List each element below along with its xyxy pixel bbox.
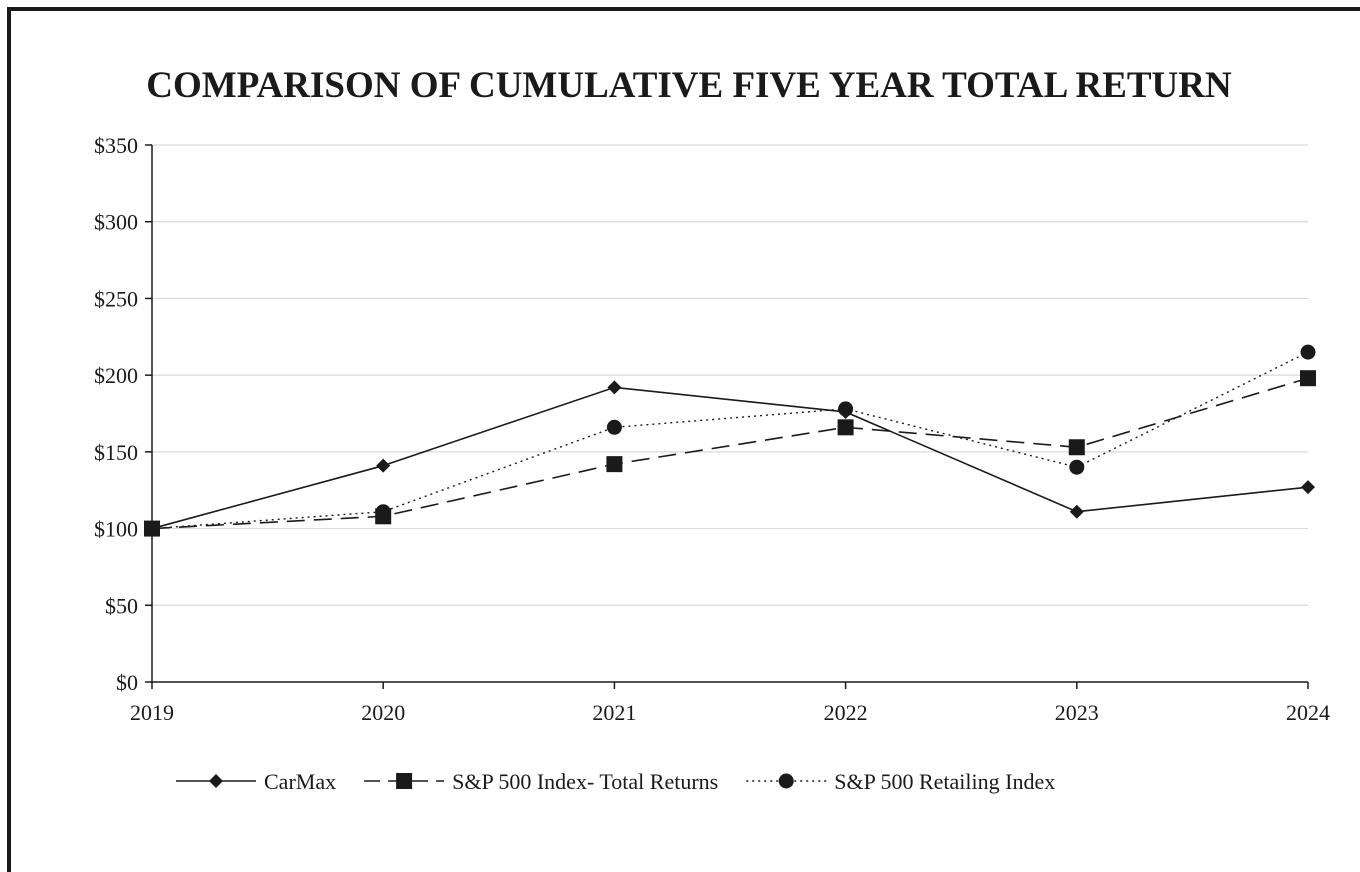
x-tick-label: 2023 [1055, 700, 1099, 725]
legend-marker-square [396, 773, 413, 789]
x-tick-label: 2020 [361, 700, 405, 725]
legend-marker-diamond [209, 774, 223, 788]
series-lines [144, 344, 1316, 537]
x-tick-label: 2024 [1286, 700, 1330, 725]
legend-item: S&P 500 Index- Total Returns [364, 769, 718, 794]
data-point-square [1068, 439, 1085, 456]
data-point-diamond [1069, 504, 1084, 519]
data-point-square [606, 456, 623, 473]
legend: CarMax S&P 500 Index- Total Returns S&P 50… [176, 769, 1055, 794]
legend-item: CarMax [176, 769, 336, 794]
x-axis-ticks: 2019 2020 2021 2022 2023 2024 [130, 682, 1330, 725]
y-tick-label: $250 [94, 286, 138, 311]
data-point-circle [1300, 344, 1316, 360]
series-line-circle [151, 351, 1309, 530]
series-line-diamond [151, 386, 1309, 530]
data-point-diamond [376, 458, 391, 473]
legend-label: S&P 500 Retailing Index [834, 769, 1055, 794]
x-tick-label: 2019 [130, 700, 174, 725]
data-point-circle [144, 521, 160, 537]
axes [151, 145, 1308, 683]
legend-item: S&P 500 Retailing Index [746, 769, 1055, 794]
legend-marker-circle [778, 773, 794, 789]
y-tick-label: $50 [105, 593, 138, 618]
x-tick-label: 2021 [592, 700, 636, 725]
y-tick-label: $300 [94, 210, 138, 235]
x-tick-label: 2022 [824, 700, 868, 725]
y-tick-label: $350 [94, 133, 138, 158]
y-tick-label: $150 [94, 440, 138, 465]
y-axis-ticks: $0 $50 $100 $150 $200 $250 $300 $350 [94, 133, 152, 695]
legend-label: CarMax [264, 769, 336, 794]
data-point-diamond [607, 380, 622, 395]
data-point-circle [838, 401, 854, 417]
data-point-circle [606, 419, 622, 435]
y-tick-label: $0 [116, 670, 138, 695]
data-point-circle [375, 504, 391, 520]
data-point-circle [1069, 459, 1085, 475]
chart-title: COMPARISON OF CUMULATIVE FIVE YEAR TOTAL… [146, 65, 1232, 106]
data-point-diamond [1301, 480, 1315, 495]
series-line-square [151, 377, 1309, 530]
y-tick-label: $100 [94, 517, 138, 542]
data-point-square [837, 419, 854, 436]
chart-frame [7, 7, 1360, 872]
y-tick-label: $200 [94, 363, 138, 388]
legend-label: S&P 500 Index- Total Returns [452, 769, 718, 794]
data-point-square [1300, 370, 1316, 387]
grid-lines [152, 144, 1308, 606]
